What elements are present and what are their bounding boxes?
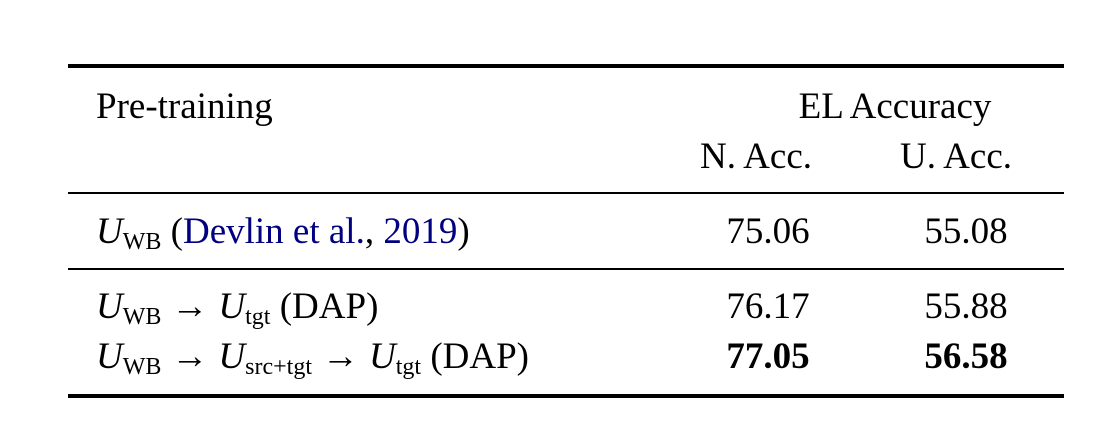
row-3-arrow-2: →: [322, 336, 359, 377]
row-2-model-sub: WB: [122, 304, 162, 330]
row-1-label: UWB (Devlin et al., 2019): [96, 213, 470, 254]
row-3-label: UWB → Usrc+tgt → Utgt (DAP): [96, 338, 529, 379]
top-rule: [68, 64, 1064, 68]
row-1-model-symbol: U: [96, 211, 123, 252]
row-1-close-paren: ): [457, 211, 470, 252]
header-n-acc: N. Acc.: [700, 136, 812, 177]
row-1-open-paren: (: [170, 211, 183, 252]
row-3-target-symbol: U: [369, 336, 396, 377]
row-2-arrow: →: [171, 286, 209, 327]
header-u-acc: U. Acc.: [900, 136, 1012, 177]
row-3-mid-sub: src+tgt: [245, 354, 312, 380]
row-1-model-sub: WB: [122, 229, 162, 255]
row-2-n-acc: 76.17: [726, 286, 810, 327]
row-2-suffix: (DAP): [279, 286, 379, 327]
row-2-target-symbol: U: [218, 286, 246, 327]
row-3-model-symbol: U: [96, 336, 123, 377]
header-rule: [68, 192, 1064, 194]
body-rule: [68, 268, 1064, 270]
header-pretraining: Pre-training: [96, 86, 273, 127]
row-1-citation-sep: ,: [364, 211, 384, 252]
row-2-target-sub: tgt: [245, 304, 271, 330]
row-1-n-acc: 75.06: [726, 211, 810, 252]
row-3-u-acc: 56.58: [924, 336, 1008, 377]
row-3-target-sub: tgt: [395, 354, 422, 380]
row-2-label: UWB → Utgt (DAP): [96, 288, 378, 329]
bottom-rule: [68, 394, 1064, 398]
row-3-model-sub: WB: [122, 354, 162, 380]
header-el-accuracy: EL Accuracy: [798, 86, 992, 127]
row-3-n-acc: 77.05: [726, 336, 810, 377]
row-1-citation-authors[interactable]: Devlin et al.: [182, 211, 365, 252]
row-1-u-acc: 55.08: [924, 211, 1008, 252]
row-3-suffix: (DAP): [430, 336, 529, 377]
row-2-model-symbol: U: [96, 286, 123, 327]
row-2-u-acc: 55.88: [924, 286, 1008, 327]
row-3-arrow-1: →: [171, 336, 209, 377]
row-1-citation-year[interactable]: 2019: [383, 211, 458, 252]
row-3-mid-symbol: U: [218, 336, 246, 377]
